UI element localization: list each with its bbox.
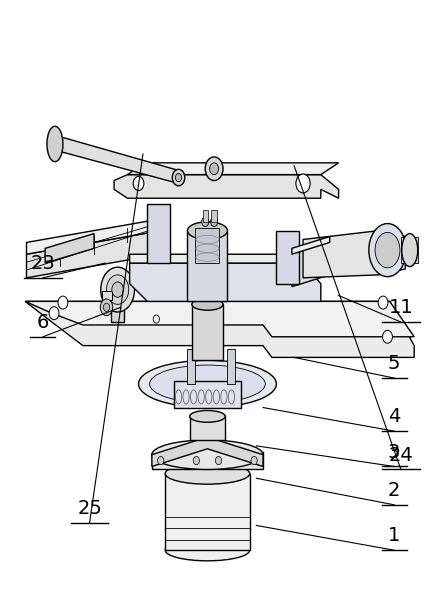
- Ellipse shape: [402, 233, 418, 267]
- Ellipse shape: [190, 411, 225, 422]
- Text: 23: 23: [31, 254, 55, 273]
- Polygon shape: [45, 233, 94, 263]
- Circle shape: [202, 217, 209, 226]
- Polygon shape: [292, 236, 330, 254]
- Polygon shape: [130, 263, 321, 301]
- Ellipse shape: [375, 232, 400, 268]
- Polygon shape: [114, 174, 339, 198]
- Circle shape: [205, 157, 223, 180]
- Circle shape: [101, 267, 135, 312]
- Bar: [190, 417, 225, 440]
- Circle shape: [211, 217, 218, 226]
- Circle shape: [296, 174, 310, 193]
- Text: 24: 24: [388, 446, 413, 465]
- Ellipse shape: [47, 126, 63, 162]
- Circle shape: [49, 307, 59, 320]
- Circle shape: [153, 315, 159, 323]
- Circle shape: [172, 170, 185, 186]
- Polygon shape: [25, 301, 414, 358]
- Polygon shape: [292, 242, 330, 287]
- Text: 25: 25: [77, 499, 102, 518]
- Ellipse shape: [150, 365, 265, 403]
- Polygon shape: [128, 163, 339, 174]
- Circle shape: [107, 275, 129, 304]
- Bar: [401, 237, 418, 263]
- Bar: [277, 230, 298, 284]
- Bar: [202, 210, 208, 222]
- Ellipse shape: [152, 440, 263, 469]
- Polygon shape: [26, 230, 161, 278]
- Bar: [102, 291, 112, 300]
- Bar: [187, 349, 195, 384]
- Circle shape: [157, 456, 164, 465]
- Circle shape: [175, 173, 182, 181]
- Ellipse shape: [139, 361, 277, 408]
- Circle shape: [112, 282, 124, 297]
- Polygon shape: [26, 219, 161, 254]
- Text: 6: 6: [37, 313, 49, 332]
- Bar: [111, 298, 124, 322]
- Text: 5: 5: [388, 355, 401, 374]
- Polygon shape: [58, 138, 183, 183]
- Circle shape: [378, 296, 388, 309]
- Polygon shape: [130, 254, 321, 263]
- Text: 4: 4: [388, 407, 401, 426]
- Polygon shape: [152, 437, 263, 466]
- Text: 2: 2: [388, 481, 401, 500]
- Circle shape: [251, 456, 257, 465]
- Bar: [148, 204, 169, 263]
- Bar: [211, 210, 217, 222]
- Text: 1: 1: [388, 527, 401, 545]
- Bar: [187, 230, 227, 301]
- Ellipse shape: [187, 222, 227, 239]
- Bar: [227, 349, 235, 384]
- Circle shape: [103, 303, 110, 311]
- Circle shape: [210, 163, 219, 174]
- Ellipse shape: [165, 463, 250, 484]
- Bar: [165, 473, 250, 550]
- Text: 3: 3: [388, 443, 401, 462]
- Bar: [195, 228, 219, 263]
- Polygon shape: [303, 230, 405, 278]
- Polygon shape: [25, 301, 414, 337]
- Circle shape: [215, 456, 222, 465]
- Circle shape: [133, 176, 144, 190]
- Text: 11: 11: [388, 298, 413, 317]
- Circle shape: [383, 330, 392, 343]
- Bar: [192, 304, 223, 361]
- Bar: [152, 452, 263, 469]
- Circle shape: [193, 456, 199, 465]
- Circle shape: [100, 299, 113, 316]
- Ellipse shape: [165, 540, 250, 561]
- Circle shape: [58, 296, 68, 309]
- Ellipse shape: [369, 223, 406, 277]
- Bar: [174, 381, 241, 408]
- Ellipse shape: [192, 298, 223, 310]
